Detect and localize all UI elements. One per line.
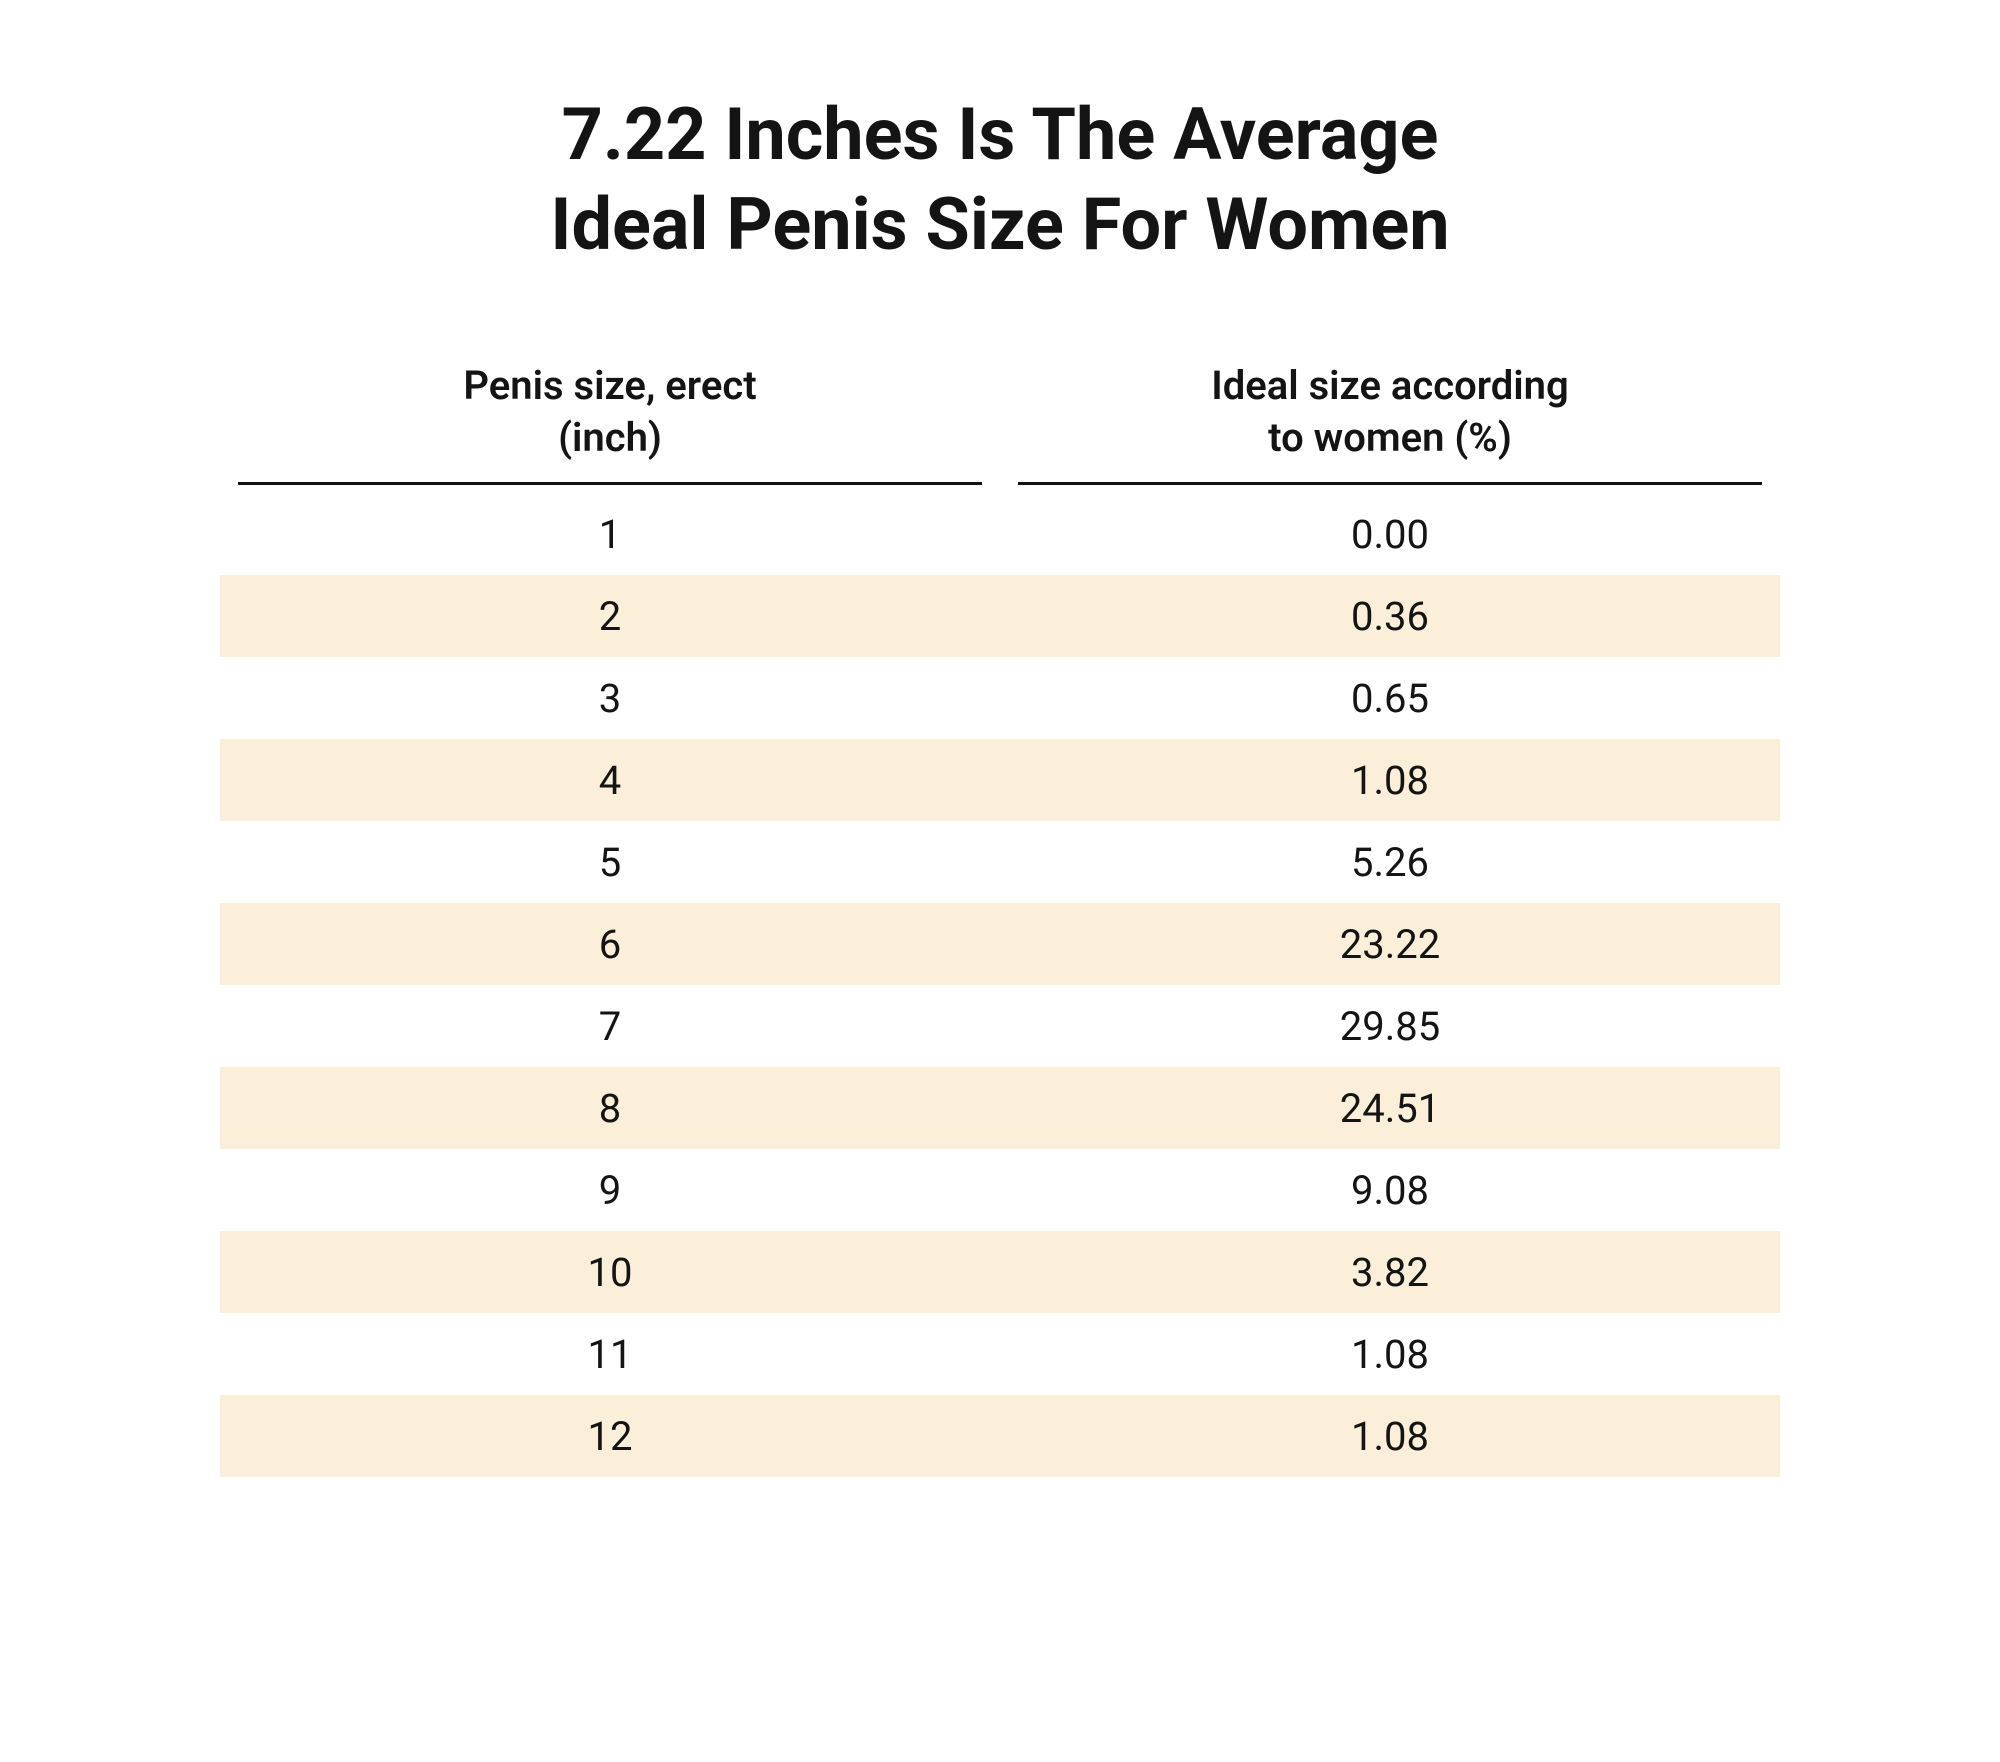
cell-percent: 0.65 xyxy=(1000,675,1780,722)
table-body: 10.0020.3630.6541.0855.26623.22729.85824… xyxy=(220,493,1780,1477)
cell-size: 4 xyxy=(220,757,1000,804)
cell-percent: 23.22 xyxy=(1000,921,1780,968)
cell-percent: 1.08 xyxy=(1000,1413,1780,1460)
header-percent-line2: to women (%) xyxy=(1268,414,1512,461)
header-percent-line1: Ideal size according xyxy=(1211,362,1569,409)
table-row: 121.08 xyxy=(220,1395,1780,1477)
cell-size: 12 xyxy=(220,1413,1000,1460)
table-row: 623.22 xyxy=(220,903,1780,985)
cell-size: 6 xyxy=(220,921,1000,968)
underline-left xyxy=(238,482,982,485)
page-title: 7.22 Inches Is The Average Ideal Penis S… xyxy=(550,90,1449,270)
cell-size: 5 xyxy=(220,839,1000,886)
data-table: Penis size, erect (inch) Ideal size acco… xyxy=(220,350,1780,1477)
underline-right xyxy=(1018,482,1762,485)
cell-percent: 1.08 xyxy=(1000,757,1780,804)
table-row: 30.65 xyxy=(220,657,1780,739)
table-row: 824.51 xyxy=(220,1067,1780,1149)
cell-percent: 1.08 xyxy=(1000,1331,1780,1378)
header-size-line1: Penis size, erect xyxy=(463,362,756,409)
cell-percent: 0.36 xyxy=(1000,593,1780,640)
table-row: 729.85 xyxy=(220,985,1780,1067)
cell-size: 9 xyxy=(220,1167,1000,1214)
table-header-percent: Ideal size according to women (%) xyxy=(1000,350,1780,482)
cell-size: 2 xyxy=(220,593,1000,640)
table-header-underline xyxy=(220,482,1780,485)
title-line-1: 7.22 Inches Is The Average xyxy=(562,92,1439,177)
cell-size: 8 xyxy=(220,1085,1000,1132)
table-row: 111.08 xyxy=(220,1313,1780,1395)
cell-size: 11 xyxy=(220,1331,1000,1378)
table-row: 10.00 xyxy=(220,493,1780,575)
cell-percent: 5.26 xyxy=(1000,839,1780,886)
table-header-size: Penis size, erect (inch) xyxy=(220,350,1000,482)
cell-size: 10 xyxy=(220,1249,1000,1296)
cell-percent: 24.51 xyxy=(1000,1085,1780,1132)
cell-percent: 9.08 xyxy=(1000,1167,1780,1214)
cell-percent: 3.82 xyxy=(1000,1249,1780,1296)
cell-size: 1 xyxy=(220,511,1000,558)
header-size-line2: (inch) xyxy=(558,414,662,461)
title-line-2: Ideal Penis Size For Women xyxy=(550,182,1449,267)
table-row: 99.08 xyxy=(220,1149,1780,1231)
cell-percent: 29.85 xyxy=(1000,1003,1780,1050)
cell-percent: 0.00 xyxy=(1000,511,1780,558)
table-header-row: Penis size, erect (inch) Ideal size acco… xyxy=(220,350,1780,482)
cell-size: 7 xyxy=(220,1003,1000,1050)
table-row: 55.26 xyxy=(220,821,1780,903)
cell-size: 3 xyxy=(220,675,1000,722)
table-row: 41.08 xyxy=(220,739,1780,821)
table-row: 103.82 xyxy=(220,1231,1780,1313)
table-row: 20.36 xyxy=(220,575,1780,657)
